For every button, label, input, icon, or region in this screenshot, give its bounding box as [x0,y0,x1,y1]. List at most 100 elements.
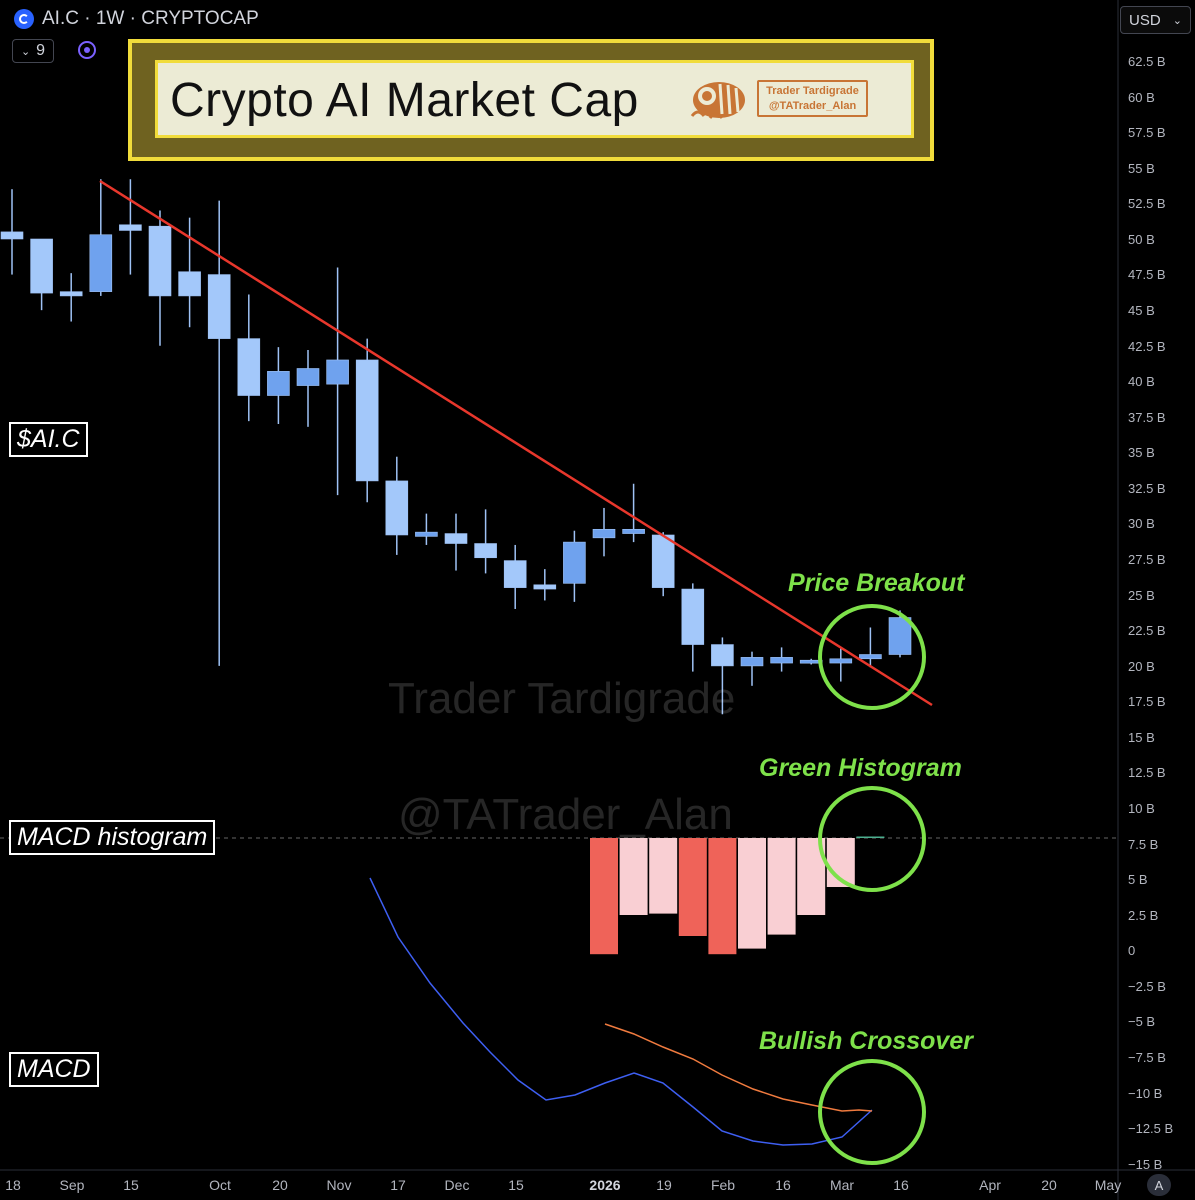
price-breakout-annotation: Price Breakout [788,569,965,597]
candle-body [829,658,853,664]
time-axis-label: Mar [829,1177,855,1193]
price-axis-label: 45 B [1128,302,1155,318]
price-axis-label: 47.5 B [1128,267,1166,283]
candle-body [119,224,142,231]
candle-body [415,531,438,537]
candle-body [59,291,83,297]
candle-body [267,371,290,396]
price-axis-label: 62.5 B [1128,54,1166,69]
price-axis-label: 55 B [1128,160,1155,176]
price-axis-label: 17.5 B [1128,694,1166,710]
histogram-bar [708,838,737,955]
time-axis-label: Apr [979,1177,1001,1193]
histogram-circle [818,786,926,892]
candle-body [503,560,527,588]
symbol-line: AI.C · 1W · CRYPTOCAP [42,8,259,29]
price-axis-label: −15 B [1128,1156,1163,1172]
price-axis-label: 0 [1128,943,1136,959]
candle-body [237,338,261,396]
resistance-trendline [99,179,933,707]
time-axis-label: Dec [444,1177,470,1193]
candle-body [651,534,675,588]
time-axis-label: 20 [272,1177,288,1193]
macd-line [369,877,873,1146]
candle-body [0,231,24,240]
time-axis-label: 20 [1041,1177,1057,1193]
candle-body [148,225,172,297]
banner-panel [155,60,914,138]
indicators-toggle[interactable]: ⌄ 9 [12,39,54,63]
candle-body [444,533,468,544]
tardigrade-logo-icon [690,82,745,119]
price-axis-label: 40 B [1128,374,1155,390]
time-axis-label: Feb [710,1177,736,1193]
candle-body [178,271,201,297]
symbol-header[interactable]: AI.C · 1W · CRYPTOCAP [14,7,259,31]
histogram-bar [649,838,678,914]
candle-body [681,588,705,645]
candle-body [770,657,793,664]
macd-layer [369,877,873,1146]
histogram-bar [767,838,796,935]
histogram-bar [856,836,885,838]
price-axis-label: 35 B [1128,445,1155,461]
candle-body [622,528,645,534]
chevron-down-icon: ⌄ [1172,14,1182,27]
candle-body [326,359,349,385]
price-axis-label: −12.5 B [1128,1121,1174,1137]
banner-title: Crypto AI Market Cap [170,74,639,127]
time-axis-label: Oct [209,1177,231,1193]
price-axis-label: −2.5 B [1128,978,1166,994]
histogram-layer [590,836,885,955]
brand-line2: @TATrader_Alan [768,100,857,112]
trendline-layer [99,179,933,707]
crossover-circle [818,1059,926,1165]
price-axis-label: 25 B [1128,587,1155,603]
candle-body [740,657,764,667]
candle-body [888,617,912,655]
brand-badge: Trader Tardigrade @TATrader_Alan [757,80,868,117]
time-axis-label: 2026 [589,1177,621,1193]
sync-icon[interactable] [78,41,96,59]
auto-scale-button[interactable]: A [1147,1174,1171,1196]
candle-body [533,584,557,590]
macd-label: MACD [9,1052,99,1087]
histogram-bar [590,838,618,955]
price-axis-label: 37.5 B [1128,409,1166,425]
price-axis-label: 2.5 B [1128,907,1159,923]
ticker-label: $AI.C [9,422,88,457]
price-axis-label: −5 B [1128,1014,1156,1030]
currency-select[interactable]: USD ⌄ [1120,6,1191,34]
time-axis-label: 15 [508,1177,524,1193]
price-axis-label: 30 B [1128,516,1155,532]
indicator-count: 9 [36,42,46,59]
price-axis-label: 42.5 B [1128,338,1166,354]
price-axis-label: −10 B [1128,1085,1163,1101]
price-axis-label: 15 B [1128,729,1155,745]
candle-body [89,234,113,292]
histogram-bar [738,838,766,949]
candle-body [30,238,53,294]
candle-body [711,644,734,667]
price-axis-label: 27.5 B [1128,551,1166,567]
time-axis-label: 17 [390,1177,406,1193]
time-axis-label: 18 [5,1177,21,1193]
candle-body [592,528,616,539]
time-axis-label: Sep [59,1177,85,1193]
brand-line1: Trader Tardigrade [766,85,859,97]
candle-body [296,368,320,386]
price-axis-label: 10 B [1128,800,1155,816]
price-axis-label: 22.5 B [1128,623,1166,639]
time-axis-label: 16 [893,1177,909,1193]
bullish-crossover-annotation: Bullish Crossover [759,1027,973,1055]
candle-body [385,480,409,536]
cryptocap-icon [14,9,34,29]
candle-body [355,359,379,482]
breakout-circle [818,604,926,710]
price-axis-label: 5 B [1128,872,1148,888]
watermark-name: Trader Tardigrade [388,674,736,723]
price-axis-label: −7.5 B [1128,1049,1166,1065]
annotation-circles [818,604,926,1165]
time-axis-label: 15 [123,1177,139,1193]
time-axis-label: 19 [656,1177,672,1193]
